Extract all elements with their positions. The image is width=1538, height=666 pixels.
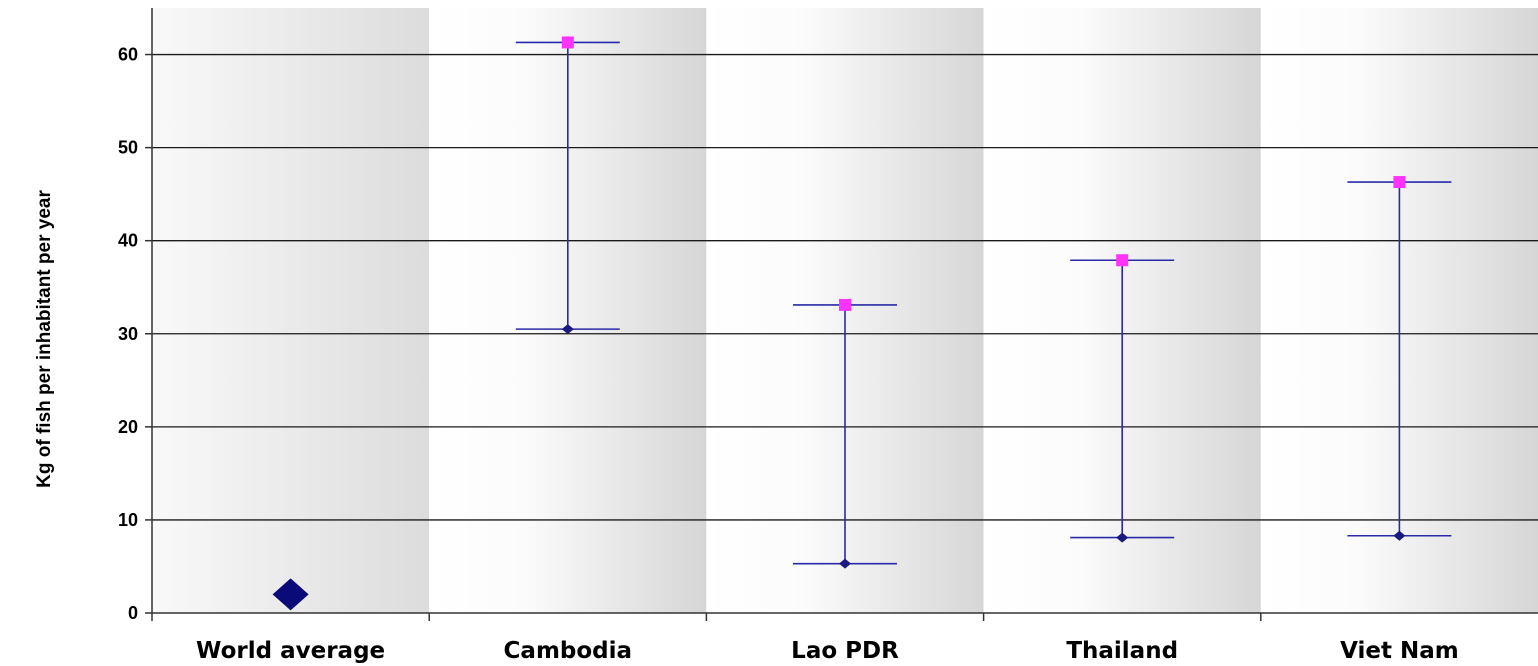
category-band: [152, 8, 430, 613]
x-category-label: Lao PDR: [791, 638, 899, 664]
y-ticks: 0 10 20 30 40 50 60: [118, 45, 152, 623]
x-category-label: Cambodia: [504, 638, 633, 664]
high-point: [839, 298, 851, 311]
y-axis-title: Kg of fish per inhabitant per year: [34, 190, 55, 488]
high-point: [1393, 176, 1406, 189]
x-category-label: Thailand: [1066, 638, 1178, 664]
axes: [151, 8, 1538, 614]
low-point: [561, 324, 574, 335]
world-average-point: [272, 578, 309, 611]
y-tick-label: 10: [118, 510, 138, 530]
low-point: [839, 558, 851, 569]
x-category-label: Viet Nam: [1340, 638, 1459, 664]
x-category-label: World average: [196, 638, 385, 664]
x-ticks: World average Cambodia Lao PDR Thailand Viet…: [151, 613, 1459, 664]
y-tick-label: 60: [118, 45, 138, 65]
low-point: [1116, 532, 1129, 543]
y-tick-label: 20: [118, 417, 138, 437]
y-tick-label: 30: [118, 324, 138, 344]
high-point: [1116, 254, 1129, 267]
data-marks: [272, 36, 1452, 611]
y-tick-label: 50: [118, 138, 138, 158]
low-point: [1393, 530, 1406, 541]
y-tick-label: 40: [118, 231, 138, 251]
y-tick-label: 0: [128, 603, 138, 623]
high-point: [561, 36, 574, 49]
